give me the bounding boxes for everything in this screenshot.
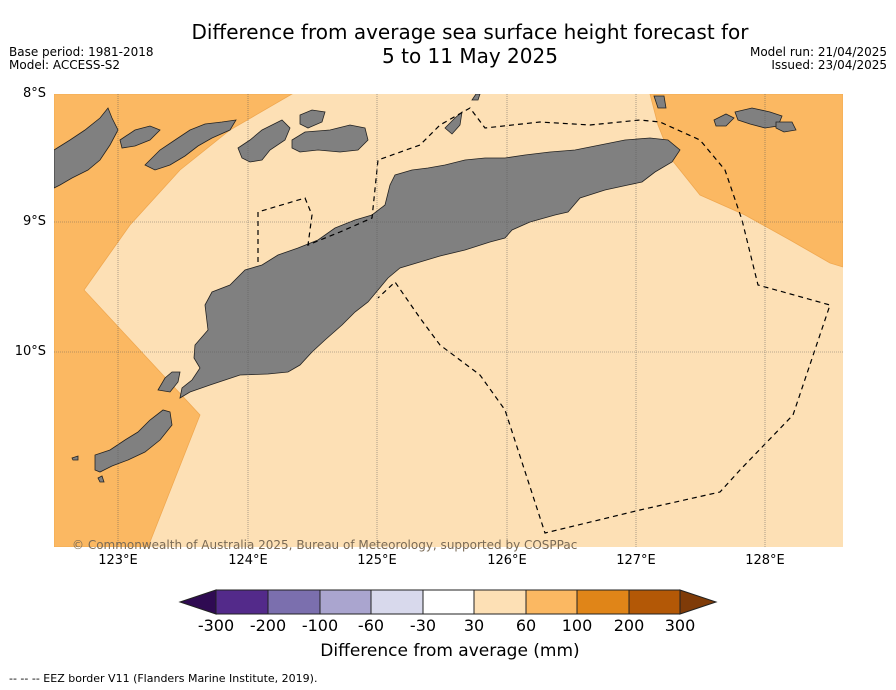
cb-tick: -300 <box>197 616 235 635</box>
lon-label-127e: 127°E <box>616 553 656 568</box>
land-rote <box>157 371 181 393</box>
issued-date: Issued: 23/04/2025 <box>771 58 887 72</box>
colorbar-label: Difference from average (mm) <box>320 641 580 661</box>
title-line-1: Difference from average sea surface heig… <box>191 20 749 44</box>
model-run: Model run: 21/04/2025 <box>749 45 887 59</box>
land-adonara <box>119 125 161 149</box>
land-lembata <box>237 119 291 163</box>
map-title: Difference from average sea surface heig… <box>120 20 820 68</box>
lat-label-10s: 10°S <box>14 344 46 359</box>
lon-label-125e: 125°E <box>357 553 397 568</box>
land-small-north <box>444 110 463 135</box>
land-ne-island-3 <box>713 113 735 127</box>
lat-label-8s: 8°S <box>22 86 46 101</box>
eez-border-north <box>257 107 831 534</box>
lat-label-9s: 9°S <box>22 214 46 229</box>
cb-tick: 300 <box>664 616 696 635</box>
ocean-60-100-west <box>54 94 293 547</box>
meta-left: Base period: 1981-2018 Model: ACCESS-S2 <box>9 46 154 72</box>
model-name: Model: ACCESS-S2 <box>9 58 121 72</box>
colorbar-bin-9 <box>628 589 681 615</box>
colorbar-bin-1 <box>215 589 269 615</box>
colorbar-bin-8 <box>576 589 630 615</box>
colorbar <box>178 589 718 615</box>
title-line-2: 5 to 11 May 2025 <box>382 44 558 68</box>
land-sumba-east <box>94 409 173 473</box>
colorbar-bin-5 <box>422 589 475 615</box>
land-flores-east <box>144 119 237 171</box>
land-flores-west <box>54 107 119 189</box>
cb-tick: 100 <box>561 616 593 635</box>
cb-tick: 60 <box>515 616 537 635</box>
land-wetar <box>299 109 326 129</box>
lon-label-126e: 126°E <box>487 553 527 568</box>
colorbar-bin-2 <box>267 589 321 615</box>
cb-tick: 200 <box>613 616 645 635</box>
colorbar-bin-3 <box>319 589 372 615</box>
land-tiny-north <box>471 94 481 101</box>
cb-tick: -100 <box>301 616 339 635</box>
cb-tick: 30 <box>463 616 485 635</box>
lon-label-128e: 128°E <box>745 553 785 568</box>
colorbar-extend-low <box>178 589 217 615</box>
land-islet-w <box>71 455 79 461</box>
lon-label-124e: 124°E <box>228 553 268 568</box>
colorbar-bin-4 <box>370 589 424 615</box>
gridlines <box>54 94 843 547</box>
base-period: Base period: 1981-2018 <box>9 45 154 59</box>
map-area <box>54 94 843 547</box>
land-ne-island-2 <box>775 121 797 133</box>
land-timor <box>179 137 681 399</box>
colorbar-bin-7 <box>525 589 578 615</box>
cb-tick: -200 <box>249 616 287 635</box>
copyright-notice: © Commonwealth of Australia 2025, Bureau… <box>72 538 578 552</box>
meta-right: Model run: 21/04/2025 Issued: 23/04/2025 <box>750 46 887 72</box>
land-islet-sw <box>97 475 105 483</box>
land-alor <box>291 124 369 153</box>
colorbar-bin-6 <box>473 589 527 615</box>
cb-tick: -60 <box>357 616 385 635</box>
land-ne-island-4 <box>653 95 667 109</box>
lon-label-123e: 123°E <box>98 553 138 568</box>
eez-footer-note: -- -- -- EEZ border V11 (Flanders Marine… <box>9 672 318 685</box>
cb-tick: -30 <box>409 616 437 635</box>
colorbar-extend-high <box>679 589 718 615</box>
